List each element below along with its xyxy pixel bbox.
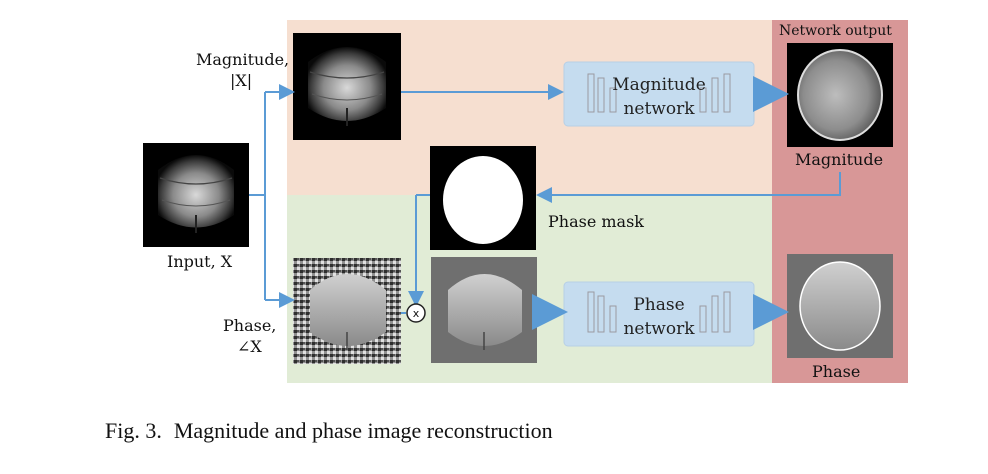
network-output-label: Network output: [779, 23, 892, 39]
connectors: [249, 84, 841, 314]
phase-label-line2: ∠X: [237, 337, 262, 356]
phase-network-box: Phase network: [563, 281, 755, 347]
multiply-node: x: [406, 303, 426, 323]
output-phase-image: [787, 254, 893, 358]
multiply-symbol: x: [413, 307, 420, 320]
magnitude-label-line1: Magnitude,: [196, 50, 290, 69]
output-phase-label: Phase: [812, 362, 861, 381]
phase-network-label-1: Phase: [633, 295, 684, 315]
phase-label-line1: Phase,: [223, 316, 277, 335]
output-magnitude-image: [787, 43, 893, 147]
phase-mask-label: Phase mask: [548, 212, 644, 231]
input-label: Input, X: [167, 252, 233, 271]
magnitude-network-label-2: network: [623, 99, 695, 119]
caption-number: Fig. 3.: [105, 418, 162, 443]
magnitude-network-box: Magnitude network: [563, 61, 755, 127]
phase-mask-image: [430, 146, 536, 250]
masked-phase-image: [431, 257, 537, 363]
magnitude-image: [293, 33, 401, 140]
figure-caption: Fig. 3. Magnitude and phase image reconst…: [105, 418, 553, 444]
input-image: [143, 143, 249, 247]
magnitude-network-label-1: Magnitude: [612, 75, 706, 95]
magnitude-label-line2: |X|: [230, 71, 253, 90]
caption-text: Magnitude and phase image reconstruction: [173, 418, 553, 443]
output-magnitude-label: Magnitude: [795, 150, 884, 169]
phase-image: [293, 258, 401, 364]
thick-arrows: [532, 76, 789, 330]
phase-network-label-2: network: [623, 319, 695, 339]
